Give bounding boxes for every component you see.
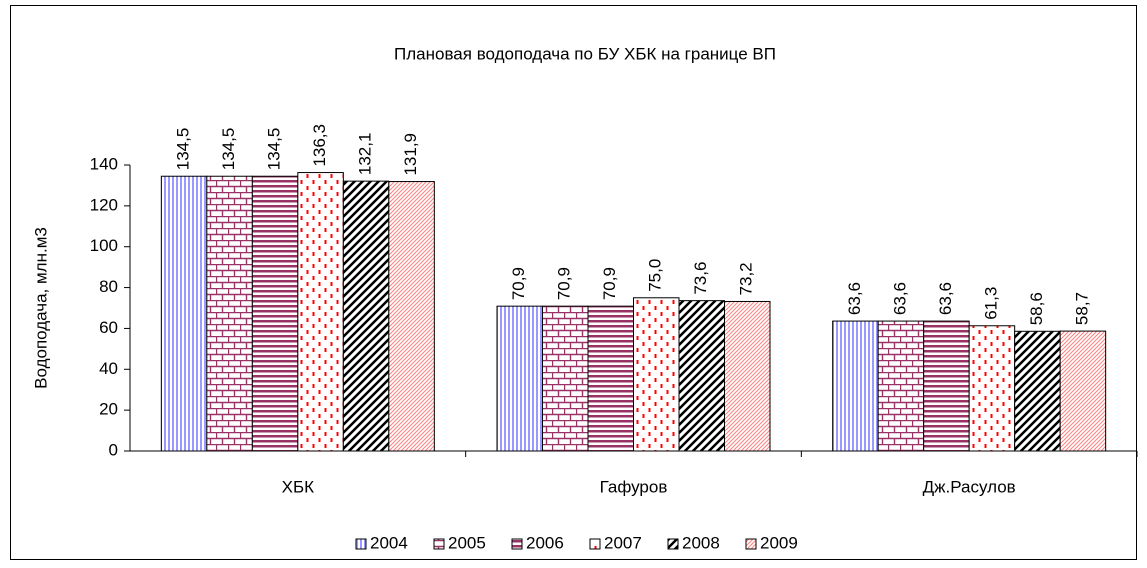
legend-label: 2008 <box>682 533 720 552</box>
legend-swatch <box>433 538 445 550</box>
bar <box>496 305 543 452</box>
value-label: 70,9 <box>509 267 528 300</box>
bar <box>251 175 299 452</box>
y-axis-label: Водоподача, млн.м3 <box>31 227 50 389</box>
value-label: 58,6 <box>1027 292 1046 325</box>
bar <box>587 305 634 452</box>
legend-swatch <box>511 538 523 550</box>
bar <box>923 320 970 452</box>
value-label: 61,3 <box>981 287 1000 320</box>
bar <box>724 300 771 452</box>
legend-swatch <box>745 538 757 550</box>
value-label: 136,3 <box>310 124 329 167</box>
x-tick-label: Дж.Расулов <box>923 477 1016 496</box>
bar <box>388 181 435 452</box>
value-label: 58,7 <box>1072 292 1091 325</box>
value-label: 134,5 <box>265 128 284 171</box>
legend-label: 2004 <box>370 533 408 552</box>
value-label: 63,6 <box>845 282 864 315</box>
bar <box>206 175 253 452</box>
y-tick-label: 40 <box>99 359 118 378</box>
bar <box>678 300 725 452</box>
legend-label: 2009 <box>760 533 798 552</box>
x-tick-label: ХБК <box>282 477 314 496</box>
legend-label: 2007 <box>604 533 642 552</box>
bar <box>542 305 589 452</box>
bar <box>342 180 390 452</box>
y-tick-label: 80 <box>99 277 118 296</box>
value-label: 73,2 <box>737 262 756 295</box>
bar <box>633 297 680 452</box>
bar <box>1059 330 1107 452</box>
value-label: 75,0 <box>646 259 665 292</box>
value-label: 131,9 <box>401 133 420 176</box>
bar <box>160 175 208 452</box>
bar <box>297 172 344 452</box>
y-tick-label: 140 <box>90 154 118 173</box>
value-label: 63,6 <box>936 282 955 315</box>
bar <box>1014 330 1061 452</box>
bar <box>968 325 1016 452</box>
value-label: 134,5 <box>174 128 193 171</box>
value-label: 134,5 <box>219 128 238 171</box>
value-label: 70,9 <box>555 267 574 300</box>
legend-label: 2005 <box>448 533 486 552</box>
bar <box>832 320 879 452</box>
legend-label: 2006 <box>526 533 564 552</box>
legend-swatch <box>589 538 601 550</box>
y-tick-label: 120 <box>90 195 118 214</box>
y-tick-label: 60 <box>99 318 118 337</box>
value-label: 70,9 <box>600 267 619 300</box>
x-tick-label: Гафуров <box>600 477 668 496</box>
bar <box>877 320 925 452</box>
value-label: 63,6 <box>890 282 909 315</box>
chart-title: Плановая водоподача по БУ ХБК на границе… <box>394 44 776 63</box>
y-tick-label: 0 <box>109 440 118 459</box>
legend-swatch <box>355 538 367 550</box>
y-tick-label: 100 <box>90 236 118 255</box>
legend-swatch <box>667 538 679 550</box>
value-label: 73,6 <box>691 262 710 295</box>
y-tick-label: 20 <box>99 400 118 419</box>
value-label: 132,1 <box>356 133 375 176</box>
